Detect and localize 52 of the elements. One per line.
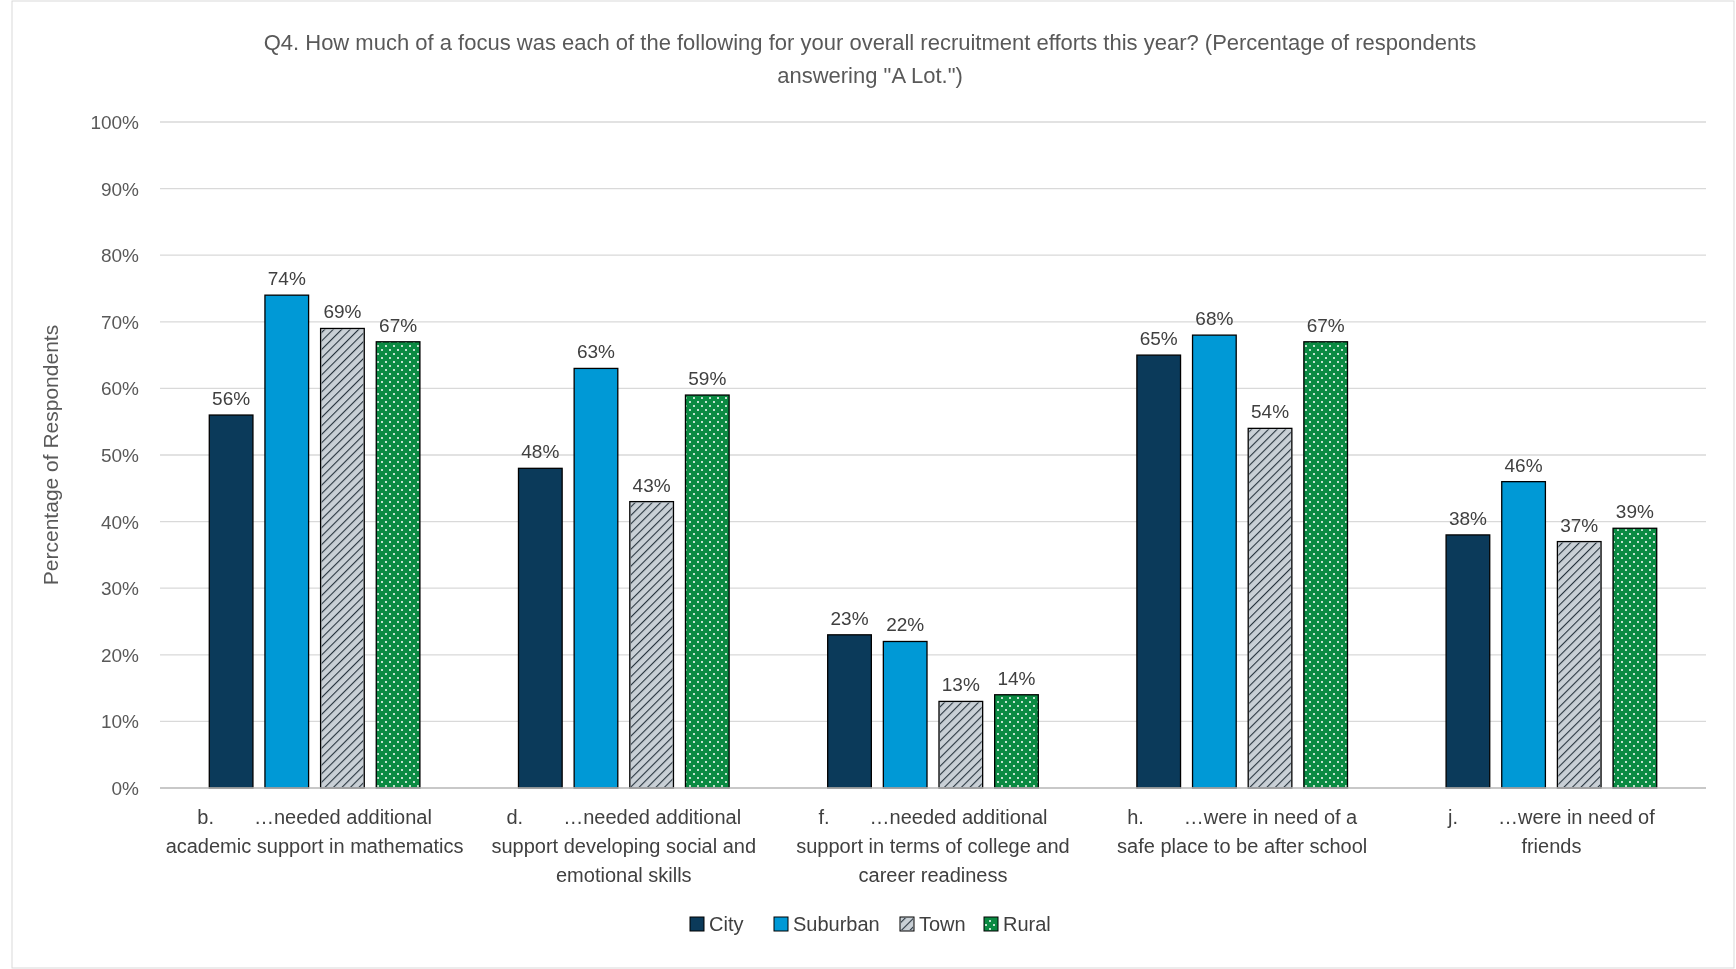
legend-label: Rural	[1003, 913, 1051, 935]
bar	[264, 294, 310, 789]
data-label: 67%	[379, 314, 418, 336]
data-label: 48%	[521, 441, 560, 463]
bar	[208, 414, 254, 789]
x-tick-label: f. …needed additional support in terms of college and career readiness	[796, 806, 1070, 886]
data-label: 56%	[212, 388, 251, 410]
y-tick-label: 30%	[100, 578, 140, 600]
data-label: 13%	[941, 674, 980, 696]
bar	[1136, 354, 1182, 789]
data-label: 74%	[267, 268, 306, 290]
data-label: 59%	[688, 368, 727, 390]
data-label: 69%	[323, 301, 362, 323]
legend-label: Suburban	[793, 913, 880, 935]
bar	[1445, 534, 1491, 789]
data-label: 22%	[886, 614, 925, 636]
y-tick-label: 0%	[111, 778, 140, 799]
data-label: 65%	[1139, 328, 1178, 350]
data-label: 23%	[830, 607, 869, 629]
y-tick-label: 60%	[100, 378, 140, 400]
chart-title: Q4. How much of a focus was each of the following for your overall recruitment efforts this year? (Percentage of respondents answering "A Lot.")	[263, 30, 1477, 88]
legend-label: Town	[919, 913, 966, 935]
bar	[1501, 480, 1547, 789]
data-label: 54%	[1251, 401, 1290, 423]
y-tick-label: 80%	[100, 245, 140, 267]
y-tick-label: 40%	[100, 511, 140, 533]
data-label: 67%	[1306, 314, 1345, 336]
x-tick-label: h. …were in need of a safe place to be after school	[1117, 806, 1368, 857]
bar	[573, 367, 619, 789]
legend-label: City	[709, 913, 744, 935]
data-label: 38%	[1448, 507, 1488, 529]
y-tick-label: 90%	[100, 178, 140, 200]
y-tick-label: 10%	[100, 711, 140, 733]
bar	[1191, 334, 1237, 789]
bar	[882, 640, 928, 789]
data-label: 14%	[997, 667, 1036, 689]
y-tick-label: 100%	[90, 112, 140, 133]
data-label: 43%	[632, 474, 671, 496]
bar	[827, 634, 872, 789]
y-tick-label: 70%	[100, 311, 140, 333]
data-label: 46%	[1504, 454, 1543, 476]
y-tick-label: 50%	[100, 445, 140, 466]
x-tick-label: b. …needed additional academic support in mathematics	[165, 806, 464, 857]
data-label: 37%	[1560, 514, 1599, 536]
data-label: 39%	[1615, 501, 1654, 523]
x-tick-label: d. …needed additional support developing social and emotional skills	[491, 806, 757, 886]
data-label: 68%	[1195, 308, 1234, 330]
y-tick-label: 20%	[100, 644, 140, 666]
x-tick-label: j. …were in need of friends	[1447, 806, 1656, 857]
data-label: 63%	[576, 341, 616, 363]
bar	[517, 467, 563, 789]
y-axis-title: Percentage of Respondents	[39, 324, 62, 586]
